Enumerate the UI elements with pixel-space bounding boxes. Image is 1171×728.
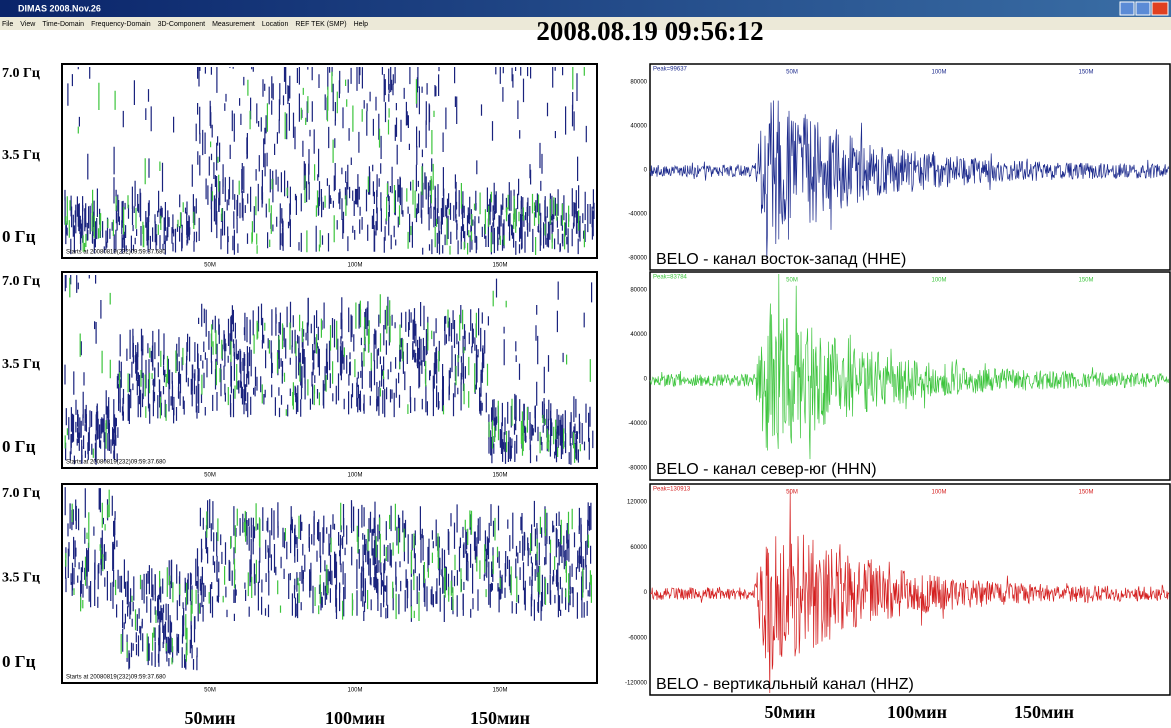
amplitude-tick: 0	[644, 168, 648, 174]
minimize-button[interactable]	[1119, 1, 1135, 16]
menu-item[interactable]: REF TEK (SMP)	[295, 21, 346, 28]
axis-label: 50мин	[184, 708, 235, 728]
waveform	[649, 100, 1170, 259]
menu-item[interactable]: Time-Domain	[42, 21, 84, 28]
amplitude-tick: 0	[644, 377, 648, 383]
amplitude-tick: -60000	[628, 635, 647, 641]
time-label: 50M	[204, 473, 216, 479]
amplitude-tick: 80000	[630, 288, 647, 294]
frequency-label: 7.0 Гц	[2, 486, 40, 501]
peak-label: Peak=83784	[653, 275, 688, 281]
amplitude-tick: -40000	[628, 212, 647, 218]
time-label: 50M	[204, 263, 216, 269]
spectrogram-green	[65, 489, 592, 665]
title-bar	[0, 0, 1171, 17]
menu-item[interactable]: 3D-Component	[158, 21, 206, 28]
amplitude-tick: -120000	[625, 681, 648, 687]
frequency-label: 3.5 Гц	[2, 571, 40, 586]
amplitude-tick: -40000	[628, 421, 647, 427]
amplitude-tick: 40000	[630, 124, 647, 130]
time-label: 50M	[204, 688, 216, 694]
axis-label: 100мин	[887, 702, 947, 722]
menu-item[interactable]: Help	[354, 21, 369, 28]
amplitude-tick: 40000	[630, 332, 647, 338]
peak-label: Peak=99637	[653, 67, 688, 73]
menu-item[interactable]: Location	[262, 21, 289, 28]
frequency-label: 7.0 Гц	[2, 274, 40, 289]
channel-caption: BELO - вертикальный канал (HHZ)	[656, 676, 914, 693]
maximize-button[interactable]	[1135, 1, 1151, 16]
menu-item[interactable]: View	[20, 21, 36, 28]
frequency-label: 0 Гц	[2, 227, 36, 246]
time-label: 50M	[786, 490, 798, 496]
channel-caption: BELO - канал восток-запад (HHE)	[656, 251, 906, 268]
time-label: 150M	[492, 263, 507, 269]
time-label: 150M	[492, 473, 507, 479]
timestamp: 2008.08.19 09:56:12	[536, 16, 763, 46]
spectrogram-blue	[64, 275, 594, 465]
axis-label: 50мин	[764, 702, 815, 722]
axis-label: 100мин	[325, 708, 385, 728]
close-button[interactable]	[1151, 1, 1169, 16]
amplitude-tick: 120000	[627, 500, 648, 506]
time-label: 100M	[931, 70, 946, 76]
spectrogram-frame	[61, 63, 598, 259]
menu-item[interactable]: File	[2, 21, 13, 28]
time-label: 100M	[931, 490, 946, 496]
waveform	[649, 489, 1170, 694]
time-label: 150M	[1078, 490, 1093, 496]
time-label: 50M	[786, 70, 798, 76]
amplitude-tick: -80000	[628, 256, 647, 262]
channel-caption: BELO - канал север-юг (HHN)	[656, 461, 877, 478]
frequency-label: 0 Гц	[2, 652, 36, 671]
window-title: DIMAS 2008.Nov.26	[18, 3, 101, 13]
frequency-label: 3.5 Гц	[2, 148, 40, 163]
amplitude-tick: 80000	[630, 80, 647, 86]
menu-item[interactable]: Measurement	[212, 21, 255, 28]
frequency-label: 7.0 Гц	[2, 66, 40, 81]
frequency-label: 0 Гц	[2, 437, 36, 456]
menu-bar	[0, 17, 1171, 30]
menu-item[interactable]: Frequency-Domain	[91, 21, 151, 28]
spectrogram-green	[65, 67, 585, 255]
spectrogram-frame	[61, 483, 598, 684]
time-label: 150M	[492, 688, 507, 694]
time-label: 150M	[1078, 278, 1093, 284]
time-label: 150M	[1078, 70, 1093, 76]
time-label: 100M	[347, 263, 362, 269]
waveform	[649, 273, 1170, 460]
time-label: 100M	[347, 688, 362, 694]
time-label: 100M	[347, 473, 362, 479]
frequency-label: 3.5 Гц	[2, 357, 40, 372]
time-label: 100M	[931, 278, 946, 284]
amplitude-tick: -80000	[628, 466, 647, 472]
start-label: Starts at 20080819(232)09:59:37.680	[66, 460, 166, 466]
start-label: Starts at 20080819(232)09:59:37.680	[66, 675, 166, 681]
axis-label: 150мин	[1014, 702, 1074, 722]
time-label: 50M	[786, 278, 798, 284]
amplitude-tick: 0	[644, 590, 648, 596]
start-label: Starts at 20080819(232)09:59:37.680	[66, 250, 166, 256]
peak-label: Peak=130913	[653, 487, 691, 493]
amplitude-tick: 60000	[630, 545, 647, 551]
spectrogram-green	[64, 277, 591, 463]
axis-label: 150мин	[470, 708, 530, 728]
